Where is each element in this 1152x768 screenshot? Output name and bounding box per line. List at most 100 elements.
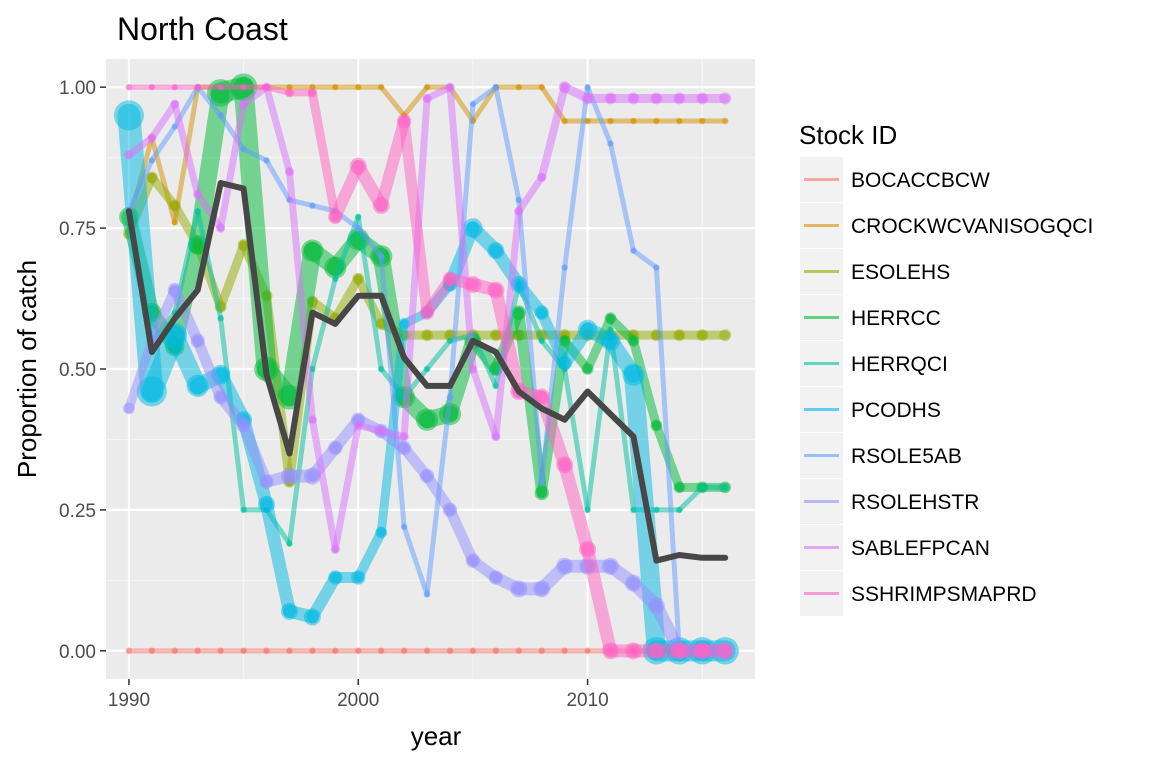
series-segment — [240, 83, 271, 108]
series-segment — [195, 84, 224, 118]
legend-item-pcodhs: PCODHS — [800, 387, 941, 432]
series-segment — [630, 248, 659, 271]
data-point — [301, 239, 324, 262]
data-point — [171, 219, 179, 226]
data-point — [377, 252, 385, 260]
series-segment — [376, 319, 409, 537]
legend-item-rsole5ab: RSOLE5AB — [800, 433, 962, 478]
axis-layer: 0.00 0.25 0.50 0.75 1.00 1990 2000 2010 — [59, 78, 609, 711]
series-segment — [401, 524, 430, 597]
data-point — [258, 495, 276, 513]
series-segment — [470, 84, 499, 107]
data-point — [719, 329, 732, 342]
series-layer — [113, 73, 739, 665]
y-tick-label: 0.00 — [59, 642, 96, 663]
data-point — [332, 647, 339, 655]
data-point — [650, 92, 663, 105]
data-point — [556, 456, 574, 474]
x-tick-label: 2010 — [566, 690, 608, 711]
series-segment — [260, 497, 296, 618]
data-point — [238, 99, 249, 109]
data-point — [377, 365, 385, 373]
series-segment — [581, 542, 618, 658]
data-point — [515, 83, 523, 91]
data-point — [469, 647, 477, 655]
series-segment — [147, 172, 180, 211]
data-point — [354, 224, 362, 232]
data-point — [533, 388, 551, 406]
data-point — [721, 484, 729, 491]
data-point — [465, 553, 481, 568]
data-point — [604, 312, 617, 325]
data-point — [698, 117, 706, 125]
series-segment — [608, 141, 636, 254]
data-point — [354, 647, 362, 655]
data-point — [280, 467, 298, 485]
data-point — [376, 426, 386, 436]
legend-label: ESOLEHS — [851, 261, 950, 284]
legend-item-herrcc: HERRCC — [800, 295, 941, 340]
data-point — [423, 591, 431, 598]
data-point — [515, 647, 523, 655]
series-segment — [398, 115, 433, 319]
data-point — [259, 474, 274, 489]
data-point — [240, 506, 247, 514]
series-segment — [195, 208, 224, 321]
series-segment — [489, 283, 526, 399]
data-point — [624, 642, 642, 660]
data-point — [236, 418, 251, 433]
series-segment — [125, 134, 156, 159]
data-point — [676, 117, 683, 125]
data-point — [170, 99, 180, 109]
data-point — [647, 642, 665, 660]
data-point — [280, 602, 298, 620]
data-point — [721, 117, 729, 125]
legend-label: RSOLE5AB — [851, 445, 962, 468]
data-point — [487, 281, 505, 299]
series-segment — [355, 225, 384, 259]
data-point — [607, 140, 614, 147]
data-point — [602, 557, 620, 575]
data-point — [167, 282, 182, 298]
series-segment — [264, 157, 292, 203]
series-segment — [307, 88, 340, 222]
data-point — [423, 365, 431, 373]
data-point — [217, 314, 224, 322]
series-segment — [444, 504, 479, 567]
legend-label: SSHRIMPSMAPRD — [851, 583, 1037, 606]
data-point — [650, 419, 663, 432]
series-segment — [401, 84, 430, 118]
data-point — [600, 331, 621, 351]
data-point — [423, 647, 431, 655]
data-point — [194, 647, 202, 655]
data-point — [442, 271, 458, 287]
data-point — [673, 92, 686, 105]
y-tick-label: 0.75 — [59, 219, 96, 240]
data-point — [113, 100, 144, 131]
y-tick-label: 0.25 — [59, 501, 96, 522]
data-point — [719, 92, 732, 105]
data-point — [558, 81, 571, 94]
data-point — [422, 93, 432, 104]
data-point — [123, 402, 135, 415]
data-point — [415, 408, 439, 431]
data-point — [577, 319, 598, 340]
legend-item-herrqci: HERRQCI — [800, 341, 948, 386]
data-point — [423, 83, 431, 91]
data-point — [584, 647, 591, 655]
series-segment — [171, 100, 202, 198]
data-point — [627, 92, 640, 105]
data-point — [171, 123, 179, 130]
series-segment — [194, 190, 225, 232]
data-point — [561, 264, 568, 271]
data-point — [332, 275, 339, 283]
series-segment — [308, 416, 339, 553]
data-point — [352, 272, 365, 285]
data-point — [240, 647, 247, 655]
data-point — [217, 112, 224, 119]
data-point — [561, 117, 568, 125]
data-point — [375, 526, 388, 539]
mean-line — [125, 180, 729, 564]
data-point — [487, 242, 505, 260]
data-point — [372, 197, 390, 215]
